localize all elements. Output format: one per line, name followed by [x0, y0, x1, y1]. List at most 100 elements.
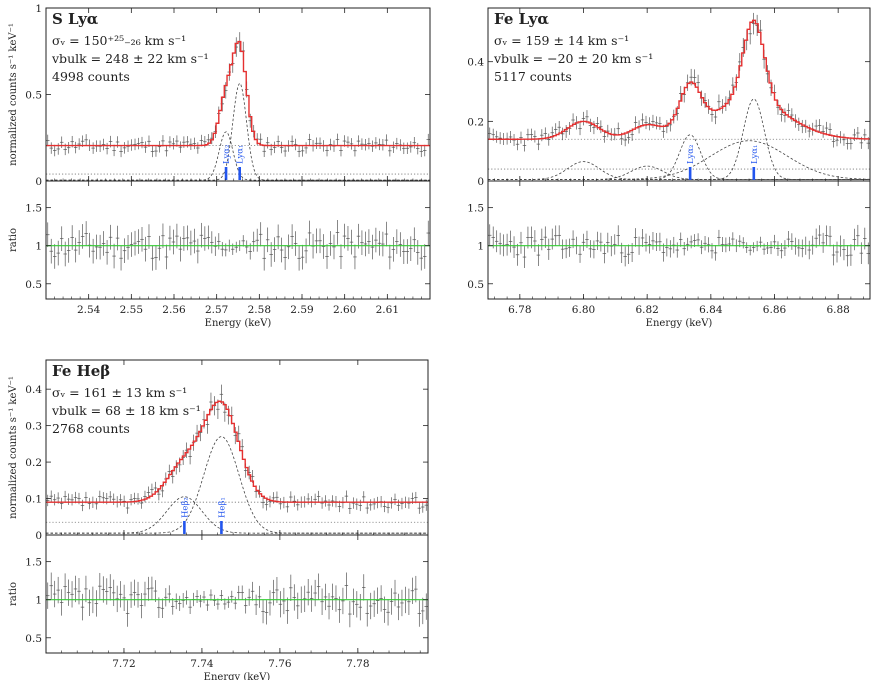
- ratio-point: [66, 579, 71, 606]
- data-point: [80, 499, 85, 512]
- component-curve-sat1: [488, 161, 870, 180]
- data-point: [297, 145, 301, 158]
- data-point: [644, 115, 648, 130]
- ratio-point: [171, 229, 176, 255]
- ratio-point: [647, 235, 652, 254]
- data-point: [389, 497, 394, 509]
- panel-fe-lya: Lyα₂ Lyα₁ 6.78 6.80 6.82 6.84 6.86 6.88 0 0.2 0.4 0…: [467, 7, 871, 329]
- ratio-point: [396, 593, 401, 621]
- data-point: [368, 499, 373, 511]
- ratio-tick-label: 1.5: [467, 203, 484, 215]
- data-point: [318, 137, 322, 149]
- ratio-point: [56, 240, 60, 266]
- ratio-point: [125, 600, 130, 627]
- ratio-point: [564, 239, 568, 259]
- line-id-label: Lyα₁: [750, 145, 760, 164]
- data-point: [119, 145, 123, 158]
- ratio-point: [626, 244, 631, 264]
- data-point: [292, 495, 297, 507]
- ratio-point: [419, 245, 424, 271]
- data-point: [285, 501, 290, 513]
- data-point: [349, 138, 354, 150]
- ratio-point: [202, 591, 206, 604]
- ratio-point: [63, 573, 67, 600]
- ratio-point: [606, 232, 610, 253]
- ratio-point: [344, 572, 349, 599]
- ratio-point: [237, 585, 241, 600]
- x-tick-label: 7.76: [268, 658, 292, 670]
- ratio-point: [367, 229, 371, 254]
- ratio-point: [668, 240, 673, 258]
- ratio-point: [377, 230, 382, 256]
- x-tick-label: 6.82: [635, 304, 658, 316]
- ratio-point: [824, 225, 829, 246]
- data-point: [599, 120, 603, 134]
- data-point: [842, 133, 846, 146]
- data-point: [360, 138, 364, 150]
- data-point: [407, 497, 411, 509]
- data-point: [289, 491, 293, 503]
- ratio-point: [382, 596, 387, 623]
- ratio-point: [271, 579, 276, 606]
- ratio-point: [157, 597, 161, 619]
- x-tick-label: 6.84: [699, 304, 723, 316]
- ratio-point: [852, 228, 857, 251]
- data-point: [588, 118, 593, 133]
- ratio-point: [143, 236, 148, 262]
- data-point: [164, 145, 169, 157]
- data-point: [129, 493, 133, 506]
- ratio-point: [164, 588, 168, 607]
- ratio-point: [153, 580, 158, 602]
- ratio-point: [346, 226, 350, 251]
- ratio-tick-label: 0.5: [467, 279, 484, 291]
- data-point: [112, 144, 116, 157]
- ratio-point: [335, 220, 340, 245]
- data-point: [157, 140, 162, 153]
- ratio-point: [421, 597, 425, 625]
- data-point: [98, 490, 102, 503]
- ratio-point: [175, 223, 179, 249]
- data-point: [355, 498, 359, 510]
- x-tick-label: 6.80: [572, 304, 595, 316]
- data-point: [122, 142, 127, 154]
- ratio-point: [286, 234, 291, 260]
- model-curve: [46, 400, 428, 503]
- ratio-point: [402, 239, 406, 264]
- ratio-point: [94, 234, 99, 260]
- data-point: [98, 140, 102, 152]
- ratio-point: [720, 236, 725, 253]
- data-point: [278, 498, 283, 510]
- ratio-point: [184, 590, 189, 605]
- ratio-point: [147, 224, 151, 249]
- x-axis-label: Energy (keV): [646, 318, 713, 329]
- ratio-point: [341, 587, 345, 615]
- data-point: [300, 145, 305, 157]
- ratio-point: [255, 228, 259, 252]
- ratio-point: [254, 594, 258, 616]
- ratio-point: [412, 227, 417, 253]
- data-point: [52, 494, 57, 506]
- ratio-tick-label: 1: [35, 595, 42, 607]
- data-point: [522, 139, 527, 152]
- x-tick-label: 2.54: [77, 304, 101, 316]
- component-curve-sat2: [488, 165, 870, 180]
- ratio-point: [302, 585, 307, 613]
- data-point: [219, 384, 224, 404]
- ratio-point: [73, 575, 78, 603]
- ratio-point: [807, 240, 811, 260]
- data-point: [367, 137, 371, 150]
- ratio-point: [275, 576, 279, 603]
- data-point: [140, 136, 144, 149]
- y-tick-label: 0.4: [25, 384, 42, 396]
- ratio-point: [161, 223, 165, 249]
- ratio-point: [407, 588, 411, 615]
- y-axis-label: normalized counts s⁻¹ keV⁻¹: [8, 23, 19, 166]
- ratio-point: [292, 584, 297, 611]
- data-point: [171, 138, 176, 150]
- ratio-point: [133, 230, 137, 256]
- ratio-point: [588, 240, 593, 258]
- ratio-point: [258, 222, 263, 247]
- data-point: [258, 133, 263, 145]
- data-point: [824, 121, 829, 135]
